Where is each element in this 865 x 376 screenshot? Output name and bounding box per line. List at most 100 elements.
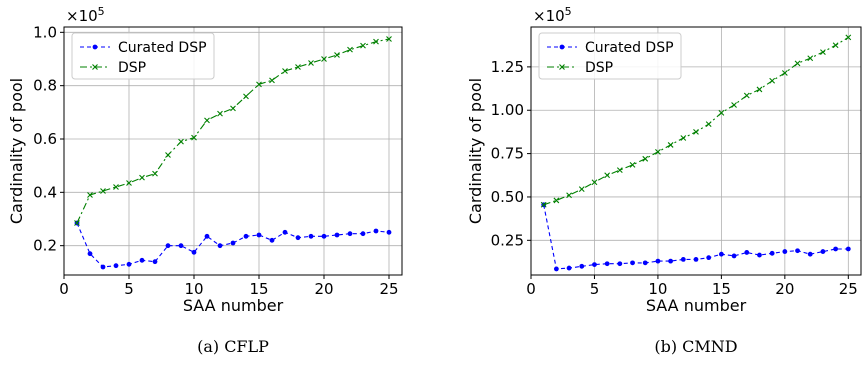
data-point-curated-dsp bbox=[617, 261, 623, 267]
data-point-dsp bbox=[591, 179, 598, 186]
data-point-dsp bbox=[655, 148, 661, 155]
data-point-dsp bbox=[165, 152, 171, 158]
data-point-curated-dsp bbox=[321, 233, 327, 239]
data-point-dsp bbox=[845, 34, 852, 41]
legend-box bbox=[71, 32, 215, 80]
data-point-dsp bbox=[334, 52, 340, 58]
data-point-curated-dsp bbox=[782, 249, 788, 254]
legend-marker-dsp bbox=[559, 64, 565, 70]
data-point-curated-dsp bbox=[680, 256, 686, 262]
data-point-dsp bbox=[604, 172, 611, 179]
data-point-curated-dsp bbox=[217, 243, 223, 249]
legend-label-curated-dsp: Curated DSP bbox=[585, 40, 674, 56]
legend-marker-curated-dsp bbox=[92, 44, 98, 50]
data-point-curated-dsp bbox=[230, 240, 236, 246]
data-point-dsp bbox=[794, 60, 801, 67]
data-point-curated-dsp bbox=[243, 233, 249, 239]
subfigure-caption: (b) CMND bbox=[654, 337, 737, 356]
data-point-dsp bbox=[74, 220, 80, 226]
data-point-curated-dsp bbox=[693, 256, 699, 262]
data-point-curated-dsp bbox=[126, 261, 132, 267]
x-tick-label: 5 bbox=[590, 280, 600, 298]
x-tick-label: 5 bbox=[124, 280, 134, 298]
chart-cflp: 0 5 10 15 20 25 0.2 0.4 0.6 0.8 1.0 SAA number Cardi… bbox=[7, 5, 403, 356]
data-point-curated-dsp bbox=[269, 237, 275, 243]
x-tick-label: 25 bbox=[379, 280, 398, 298]
x-tick-label: 20 bbox=[314, 280, 333, 298]
data-point-dsp bbox=[191, 134, 197, 141]
data-point-dsp bbox=[204, 117, 210, 124]
legend: Curated DSP DSP bbox=[71, 32, 215, 80]
data-point-dsp bbox=[87, 192, 93, 198]
data-point-dsp bbox=[113, 184, 119, 190]
data-point-curated-dsp bbox=[152, 259, 158, 265]
data-point-curated-dsp bbox=[553, 266, 559, 272]
data-point-dsp bbox=[743, 92, 750, 99]
y-tick-label: 1.0 bbox=[33, 23, 57, 41]
data-point-dsp bbox=[756, 86, 763, 93]
data-point-curated-dsp bbox=[191, 249, 197, 255]
data-point-dsp bbox=[807, 55, 814, 62]
data-point-curated-dsp bbox=[178, 243, 184, 249]
y-tick-label: 0.50 bbox=[491, 188, 524, 206]
data-point-dsp bbox=[731, 102, 737, 108]
data-point-dsp bbox=[126, 180, 132, 186]
data-point-curated-dsp bbox=[668, 258, 674, 264]
data-point-curated-dsp bbox=[373, 228, 379, 234]
data-point-dsp bbox=[553, 197, 560, 204]
data-point-dsp bbox=[321, 56, 327, 62]
data-point-dsp bbox=[566, 192, 572, 199]
y-tick-label: 0.2 bbox=[33, 237, 57, 255]
x-tick-label: 0 bbox=[59, 280, 69, 298]
data-point-curated-dsp bbox=[655, 258, 661, 264]
y-tick-label: 1.00 bbox=[491, 101, 524, 119]
x-axis-label: SAA number bbox=[646, 296, 747, 315]
data-point-dsp bbox=[693, 129, 699, 135]
data-point-dsp bbox=[667, 142, 674, 148]
y-axis-label: Cardinality of pool bbox=[7, 78, 26, 224]
data-point-dsp bbox=[820, 49, 826, 56]
data-point-curated-dsp bbox=[642, 260, 648, 266]
data-point-dsp bbox=[578, 186, 585, 193]
data-point-dsp bbox=[832, 42, 839, 49]
x-tick-label: 0 bbox=[526, 280, 536, 298]
legend-label-dsp: DSP bbox=[118, 60, 146, 76]
x-axis-label: SAA number bbox=[183, 296, 284, 315]
data-point-dsp bbox=[373, 38, 379, 45]
data-point-curated-dsp bbox=[833, 246, 839, 252]
data-point-dsp bbox=[217, 110, 223, 117]
y-axis-multiplier: ×105 bbox=[533, 5, 572, 25]
data-point-curated-dsp bbox=[256, 232, 262, 238]
y-tick-label: 0.6 bbox=[33, 130, 57, 148]
x-tick-label: 15 bbox=[249, 280, 268, 298]
data-point-dsp bbox=[781, 70, 788, 76]
data-point-curated-dsp bbox=[87, 251, 93, 257]
legend-marker-curated-dsp bbox=[559, 44, 565, 50]
subfigure-caption: (a) CFLP bbox=[197, 337, 269, 356]
plot-frame bbox=[530, 26, 862, 276]
data-point-curated-dsp bbox=[807, 251, 813, 257]
data-point-curated-dsp bbox=[718, 251, 724, 257]
x-tick-label: 20 bbox=[775, 280, 794, 298]
data-point-dsp bbox=[308, 60, 314, 66]
data-point-dsp bbox=[100, 188, 106, 194]
data-point-dsp bbox=[139, 174, 145, 181]
data-point-curated-dsp bbox=[744, 250, 750, 255]
y-axis-multiplier: ×105 bbox=[66, 5, 105, 25]
legend-label-curated-dsp: Curated DSP bbox=[118, 40, 207, 56]
data-point-curated-dsp bbox=[820, 249, 826, 254]
data-point-curated-dsp bbox=[308, 233, 314, 239]
data-point-dsp bbox=[616, 167, 623, 173]
data-point-dsp bbox=[360, 42, 366, 49]
data-point-curated-dsp bbox=[592, 262, 597, 267]
data-point-dsp bbox=[178, 138, 184, 145]
data-point-curated-dsp bbox=[630, 260, 635, 266]
data-point-dsp bbox=[680, 135, 687, 141]
data-point-curated-dsp bbox=[334, 232, 340, 238]
data-point-dsp bbox=[295, 64, 301, 70]
x-tick-label: 15 bbox=[712, 280, 731, 298]
y-tick-label: 1.25 bbox=[491, 58, 524, 76]
data-point-curated-dsp bbox=[295, 235, 301, 241]
data-point-curated-dsp bbox=[204, 233, 210, 239]
